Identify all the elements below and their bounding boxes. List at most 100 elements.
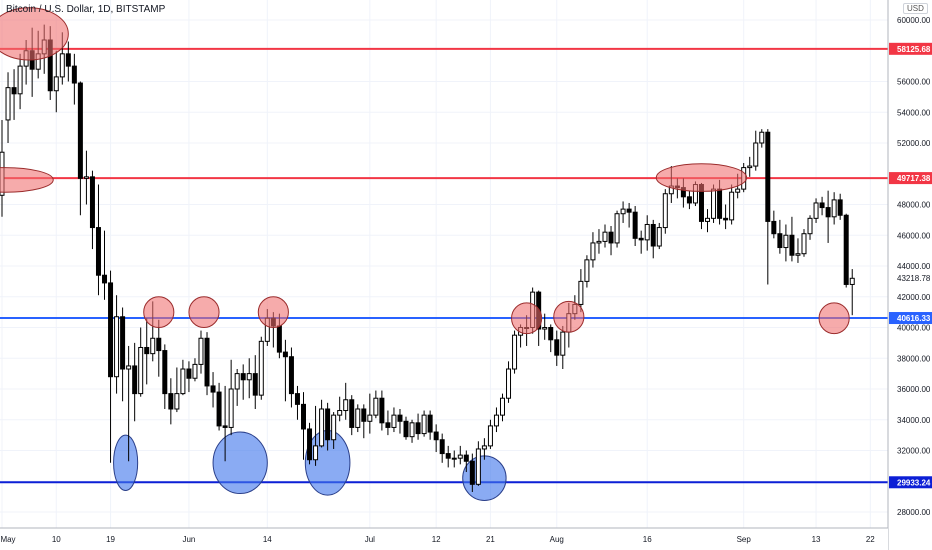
price-tags: 58125.68 49717.38 40616.33 29933.24 43218.78 [889,42,932,489]
candle-up [783,234,789,249]
candle-up [5,87,11,121]
candle-up [735,188,741,193]
candle-up [506,368,512,399]
candle-down [837,199,843,216]
time-tick-label: 22 [866,535,875,544]
candle-up [620,208,626,215]
price-tag-background [889,476,932,489]
time-tick-label: Jul [365,535,375,544]
candle-up [180,368,186,395]
candle-down [445,453,451,459]
candle-up [542,327,548,330]
candle-down [433,431,439,441]
candle-down [276,325,282,353]
candle-up [17,65,23,95]
last-price-label: 43218.78 [897,274,931,283]
candle-up [83,176,89,179]
candle-down [765,131,771,222]
candle-down [789,234,795,256]
time-tick-label: 16 [643,535,652,544]
candle-down [439,439,445,455]
candle-down [843,214,849,285]
candle-down [777,233,783,249]
candle-down [608,231,614,244]
candle-down [301,403,306,430]
price-tick-label: 44000.00 [897,262,931,271]
candle-up [807,217,813,235]
resistance-zone-marker [0,167,54,193]
candle-up [656,227,662,247]
candle-up [337,410,343,416]
candle-up [421,414,427,435]
candle-up [150,337,156,355]
candle-down [650,223,656,247]
candle-down [638,237,644,241]
candle-down [686,196,692,204]
candle-down [307,428,313,461]
resistance-zone-marker [257,296,289,328]
candle-up [114,316,120,378]
candle-up [373,397,379,416]
candle-down [252,373,258,396]
candle-down [288,356,294,395]
candle-up [246,373,252,381]
candle-down [819,202,825,209]
price-tag-background [889,312,932,325]
candle-down [71,65,77,84]
price-tick-label: 52000.00 [897,139,931,148]
candle-up [578,280,584,305]
candle-up [493,414,499,427]
candle-down [294,393,300,405]
candle-down [216,391,222,427]
candle-up [596,240,602,244]
candle-down [132,365,138,395]
candle-up [662,193,668,229]
time-tick-label: 12 [432,535,441,544]
candle-up [849,277,855,285]
candle-down [463,454,469,462]
candle-down [548,327,554,341]
support-zone-marker [212,431,268,495]
time-axis[interactable]: May 10 19 Jun 14 Jul 12 21 Aug 16 Sep 13 22 [0,527,888,550]
candle-down [210,385,216,393]
candle-up [831,199,837,218]
candle-up [584,259,590,282]
price-tick-label: 36000.00 [897,385,931,394]
candle-up [711,188,717,219]
candle-up [481,445,487,450]
price-tick-label: 34000.00 [897,416,931,425]
candle-down [65,53,71,67]
currency-label[interactable]: USD [903,3,928,14]
candle-up [644,223,650,241]
candle-down [89,176,95,229]
candle-down [349,399,355,428]
price-tag-label: 49717.38 [897,174,931,183]
resistance-zone-marker [0,7,69,61]
candle-down [632,211,638,239]
candle-down [397,414,403,422]
candle-up [729,191,735,221]
last-price-background [889,272,932,285]
candle-down [102,274,108,284]
candle-up [602,231,608,242]
candle-up [457,454,463,459]
candle-down [325,408,331,441]
candle-up [313,445,319,461]
time-tick-label: 10 [52,535,61,544]
candle-down [626,208,632,213]
candle-up [355,408,361,428]
candle-down [95,227,101,276]
candle-up [759,131,765,144]
candle-up [319,408,325,447]
candle-up [391,414,397,428]
time-tick-label: Jun [182,535,195,544]
candle-up [560,331,566,356]
candle-up [451,457,457,460]
candle-down [186,368,192,379]
candle-down [415,422,421,435]
zone-markers-resistance [0,7,850,335]
resistance-zone-marker [818,302,850,335]
resistance-zone-marker [655,163,748,192]
candle-up [795,253,801,256]
